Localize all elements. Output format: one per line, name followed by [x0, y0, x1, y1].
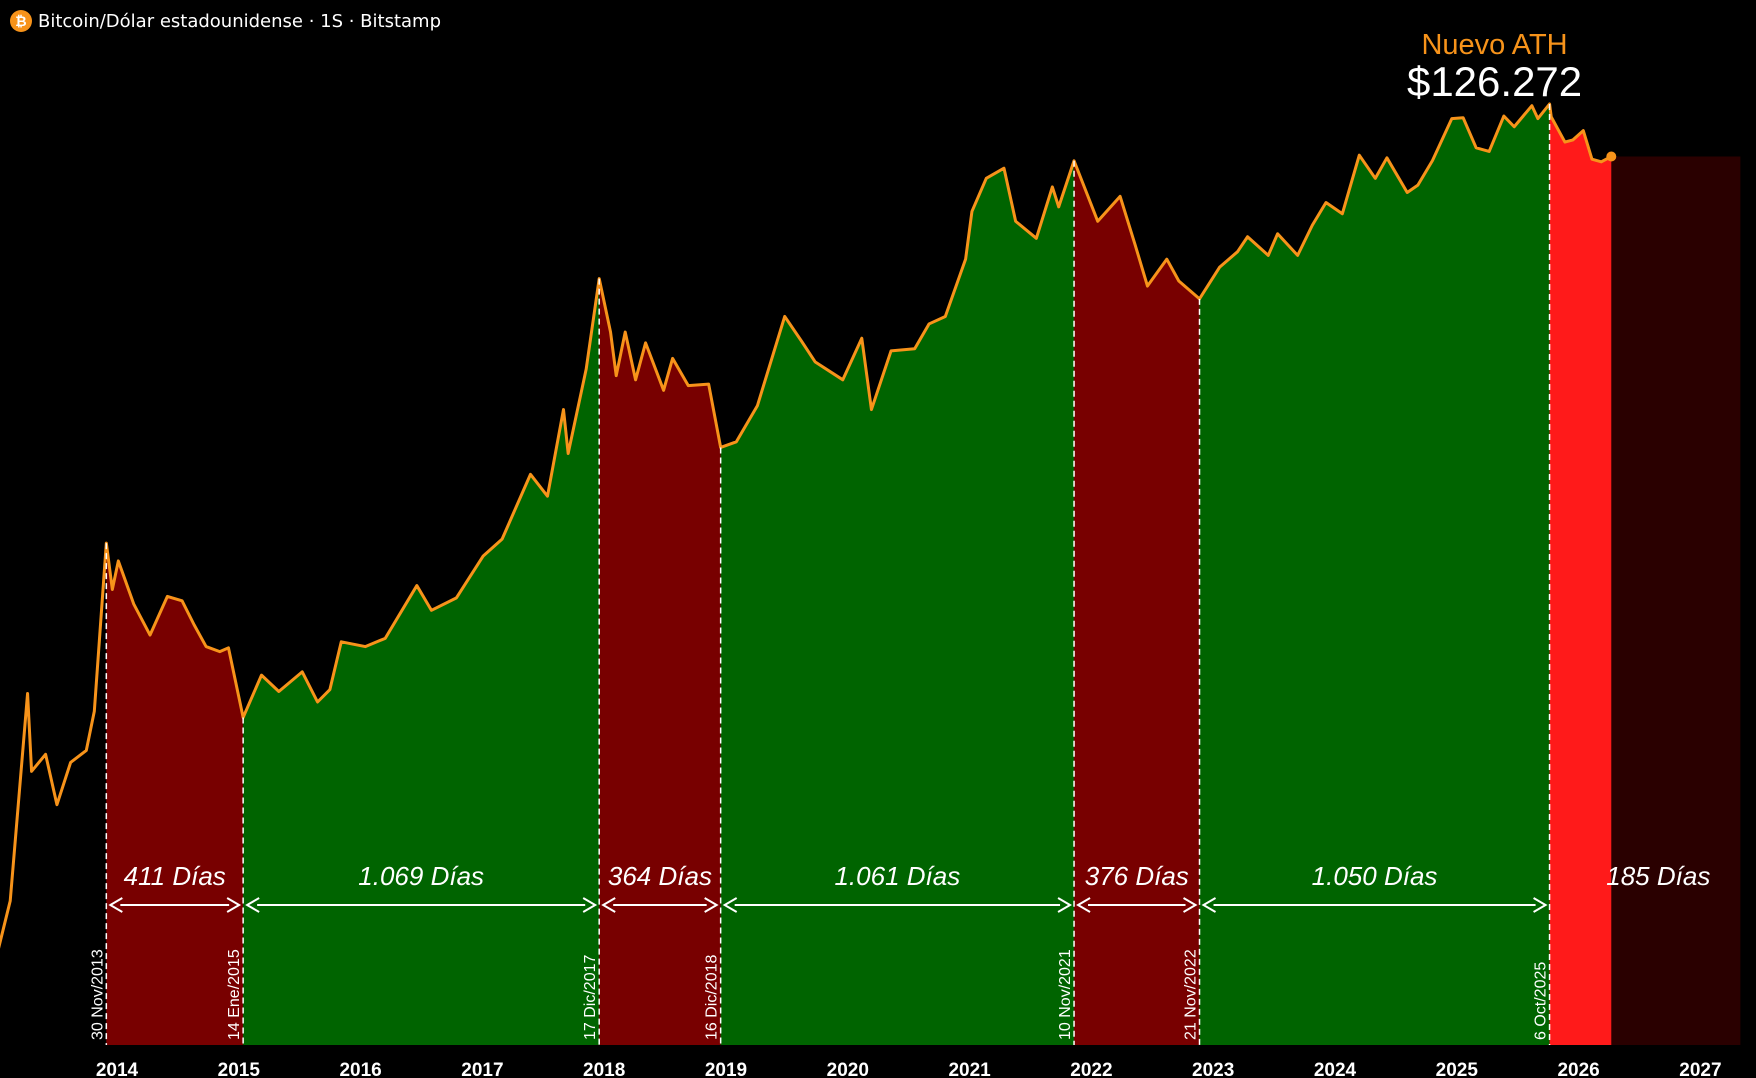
chart-header: ₿ Bitcoin/Dólar estadounidense · 1S · Bi… — [10, 8, 441, 34]
duration-arrow-head — [1057, 897, 1073, 913]
price-line — [0, 102, 1613, 949]
duration-arrow-head — [704, 897, 719, 913]
x-tick-label: 2025 — [1436, 1060, 1479, 1078]
cycle-area-bull — [720, 160, 1075, 1045]
cycle-duration-label: 1.061 Días — [834, 861, 960, 891]
ath-title: Nuevo ATH — [1421, 29, 1567, 61]
duration-arrow-head — [1076, 897, 1091, 913]
x-tick-label: 2021 — [948, 1060, 991, 1078]
duration-arrow-head — [1201, 897, 1217, 913]
duration-arrow-head — [601, 897, 616, 913]
x-tick-label: 2014 — [96, 1060, 139, 1078]
duration-arrow-head — [1183, 897, 1198, 913]
cycle-area-bear — [106, 543, 244, 1045]
x-tick-label: 2016 — [339, 1060, 381, 1078]
x-tick-label: 2017 — [461, 1060, 503, 1078]
x-tick-label: 2015 — [218, 1060, 261, 1078]
cycle-date-label: 10 Nov/2021 — [1057, 949, 1074, 1040]
x-tick-label: 2022 — [1070, 1060, 1112, 1078]
projection-region — [1611, 156, 1741, 1045]
cycle-duration-label: 185 Días — [1606, 861, 1710, 891]
duration-arrow-head — [1533, 897, 1548, 913]
cycle-area-bear — [1074, 160, 1200, 1045]
cycle-date-label: 30 Nov/2013 — [89, 949, 106, 1040]
chart-title: Bitcoin/Dólar estadounidense · 1S · Bits… — [38, 10, 442, 32]
cycle-duration-label: 1.069 Días — [358, 861, 484, 891]
x-tick-label: 2019 — [705, 1060, 747, 1078]
duration-arrow-head — [226, 897, 242, 913]
cycle-date-label: 6 Oct/2025 — [1533, 962, 1550, 1040]
current-price-dot — [1606, 151, 1617, 162]
cycle-area-bear — [599, 278, 721, 1045]
cycle-date-label: 21 Nov/2022 — [1183, 949, 1200, 1040]
cycle-date-label: 17 Dic/2017 — [582, 955, 599, 1040]
duration-arrow-head — [582, 897, 598, 913]
x-tick-label: 2027 — [1679, 1060, 1721, 1078]
duration-arrow-head — [108, 897, 123, 913]
cycle-area-bull — [1199, 104, 1550, 1045]
x-tick-label: 2024 — [1314, 1060, 1357, 1078]
x-tick-label: 2018 — [583, 1060, 625, 1078]
x-tick-label: 2026 — [1557, 1060, 1599, 1078]
cycle-date-label: 16 Dic/2018 — [704, 955, 721, 1040]
duration-arrow-head — [722, 897, 738, 913]
bitcoin-icon: ₿ — [10, 10, 32, 32]
duration-arrow-head — [245, 897, 260, 913]
cycle-duration-label: 376 Días — [1085, 861, 1189, 891]
x-tick-label: 2020 — [827, 1060, 869, 1078]
cycle-area-bull — [243, 278, 600, 1045]
cycle-duration-label: 411 Días — [124, 861, 226, 891]
x-tick-label: 2023 — [1192, 1060, 1234, 1078]
cycle-duration-label: 1.050 Días — [1312, 861, 1438, 891]
cycle-date-label: 14 Ene/2015 — [226, 949, 243, 1040]
cycle-duration-label: 364 Días — [608, 861, 712, 891]
ath-value: $126.272 — [1407, 58, 1582, 105]
cycle-area-bear-current — [1549, 104, 1612, 1045]
